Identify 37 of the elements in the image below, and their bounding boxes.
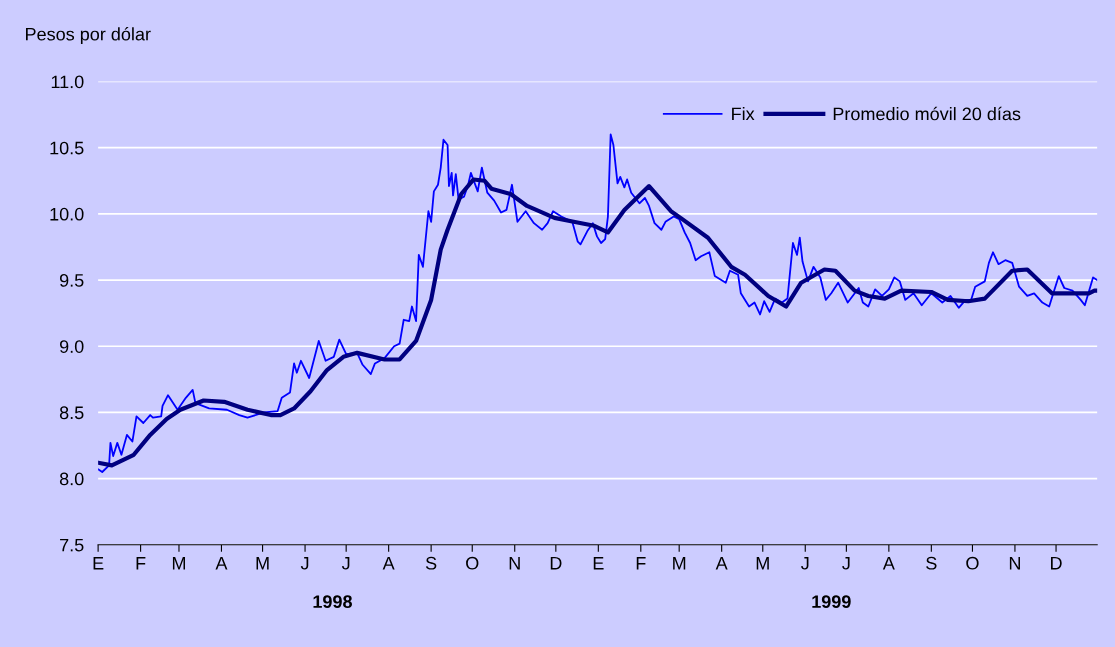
text: N xyxy=(509,557,520,570)
text: O xyxy=(966,556,979,570)
text: F xyxy=(136,557,146,570)
text: E xyxy=(593,557,604,570)
text: M xyxy=(256,557,269,570)
text: J xyxy=(300,557,309,570)
text: A xyxy=(715,557,728,570)
y-tick-label: 8.5 xyxy=(59,406,84,420)
y-tick-label: 7.5 xyxy=(60,538,84,552)
text: S xyxy=(926,556,937,570)
text: N xyxy=(1009,557,1020,570)
text: J xyxy=(842,557,850,570)
text: F xyxy=(636,557,646,570)
legend-label: Fix xyxy=(732,107,755,121)
text: A xyxy=(382,557,395,570)
text: D xyxy=(1051,557,1062,570)
y-tick-label: 9.0 xyxy=(59,340,84,353)
y-tick-label: 10.0 xyxy=(50,207,84,221)
text: O xyxy=(466,556,479,570)
text: M xyxy=(172,557,186,570)
text: M xyxy=(673,557,686,570)
y-tick-label: 11.0 xyxy=(51,75,84,89)
x-tick-label: 1999 xyxy=(812,595,851,609)
y-axis-title: Pesos por dólar xyxy=(26,27,151,45)
y-tick-label: 8.0 xyxy=(59,472,84,486)
text: M xyxy=(756,557,769,570)
text: A xyxy=(882,557,895,570)
text: D xyxy=(550,557,562,570)
y-tick-label: 10.5 xyxy=(50,141,84,155)
text: E xyxy=(93,557,104,570)
text: S xyxy=(425,556,437,570)
text: J xyxy=(801,557,809,570)
legend-label: Promedio móvil 20 días xyxy=(833,106,1021,121)
text: J xyxy=(341,557,350,570)
x-tick-label: 1998 xyxy=(313,595,352,609)
text: A xyxy=(215,557,228,570)
y-tick-label: 9.5 xyxy=(59,273,84,287)
